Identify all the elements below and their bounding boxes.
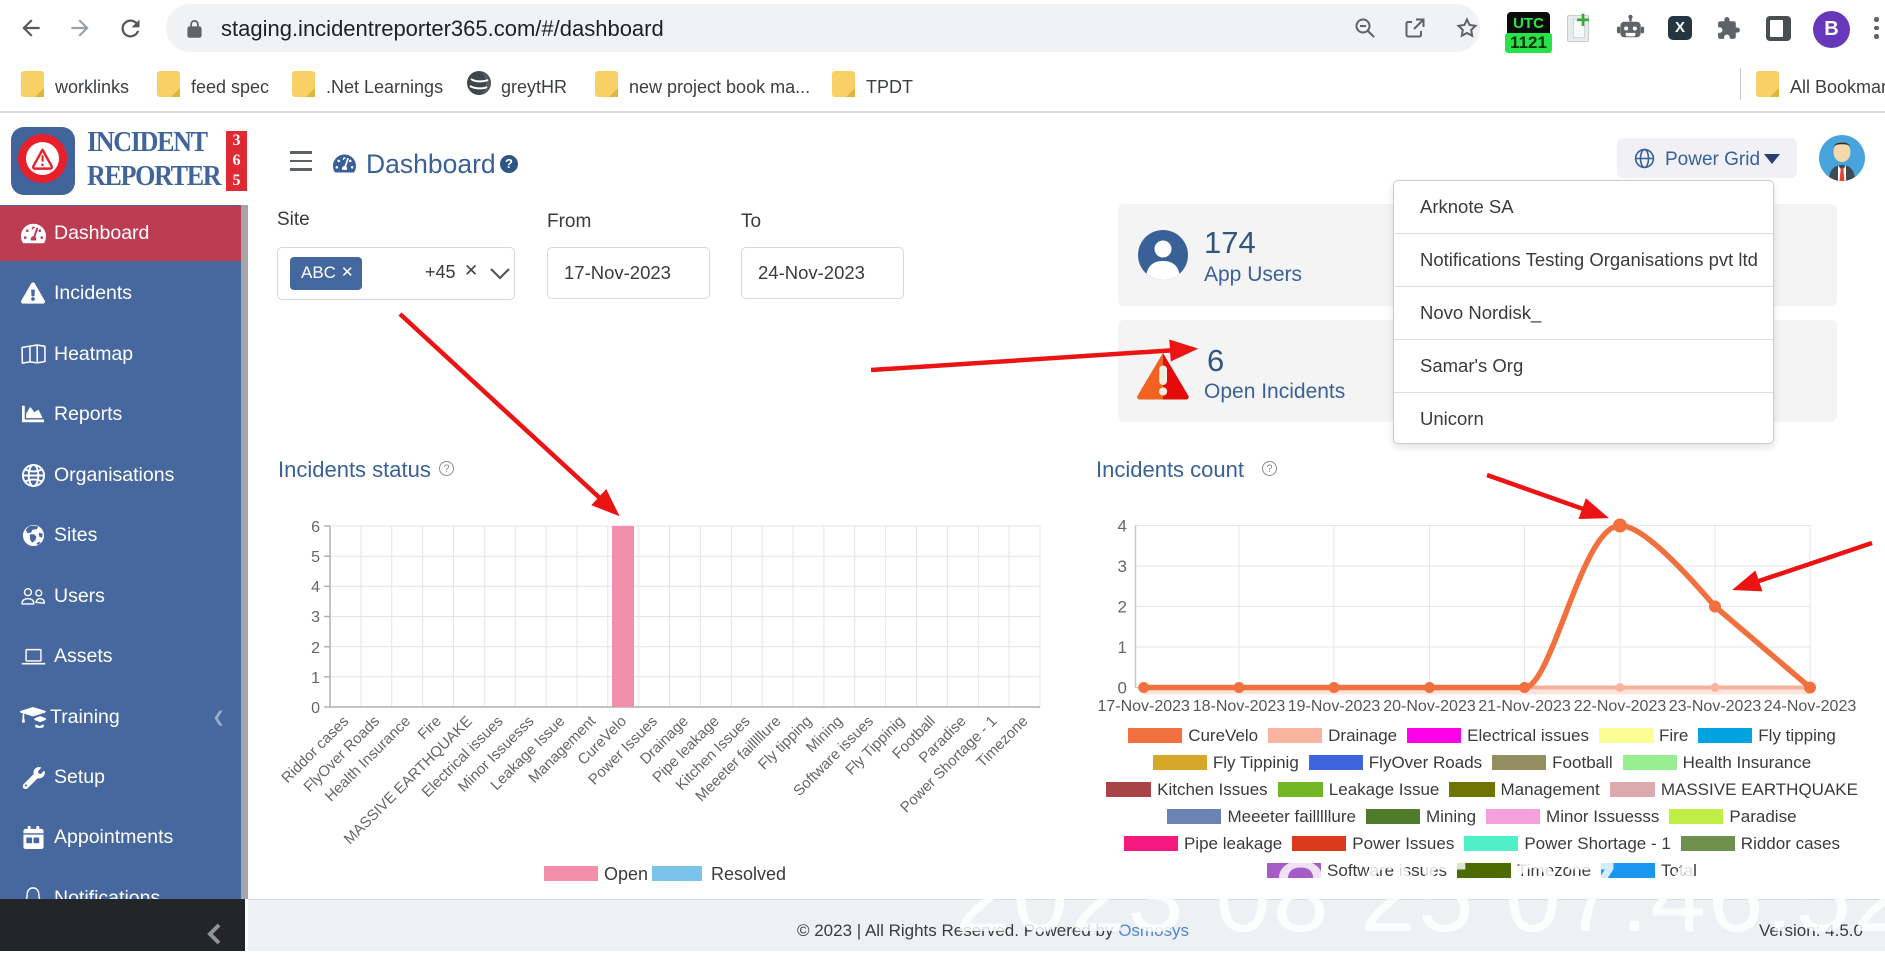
- svg-text:4: 4: [311, 579, 320, 596]
- svg-text:23-Nov-2023: 23-Nov-2023: [1669, 698, 1762, 715]
- svg-text:3: 3: [311, 609, 320, 626]
- svg-text:22-Nov-2023: 22-Nov-2023: [1574, 698, 1667, 715]
- svg-text:17-Nov-2023: 17-Nov-2023: [1097, 698, 1190, 715]
- svg-text:0: 0: [1118, 679, 1127, 698]
- svg-text:3: 3: [1118, 557, 1127, 576]
- svg-text:18-Nov-2023: 18-Nov-2023: [1193, 698, 1286, 715]
- svg-text:1: 1: [1118, 638, 1127, 657]
- svg-text:2: 2: [1118, 598, 1127, 617]
- svg-text:21-Nov-2023: 21-Nov-2023: [1478, 698, 1571, 715]
- svg-text:6: 6: [311, 519, 320, 536]
- svg-text:4: 4: [1118, 517, 1127, 536]
- svg-text:20-Nov-2023: 20-Nov-2023: [1383, 698, 1476, 715]
- svg-text:19-Nov-2023: 19-Nov-2023: [1288, 698, 1381, 715]
- svg-text:5: 5: [311, 549, 320, 566]
- svg-text:1: 1: [311, 670, 320, 687]
- svg-text:24-Nov-2023: 24-Nov-2023: [1764, 698, 1857, 715]
- svg-text:2: 2: [311, 640, 320, 657]
- svg-text:0: 0: [311, 700, 320, 717]
